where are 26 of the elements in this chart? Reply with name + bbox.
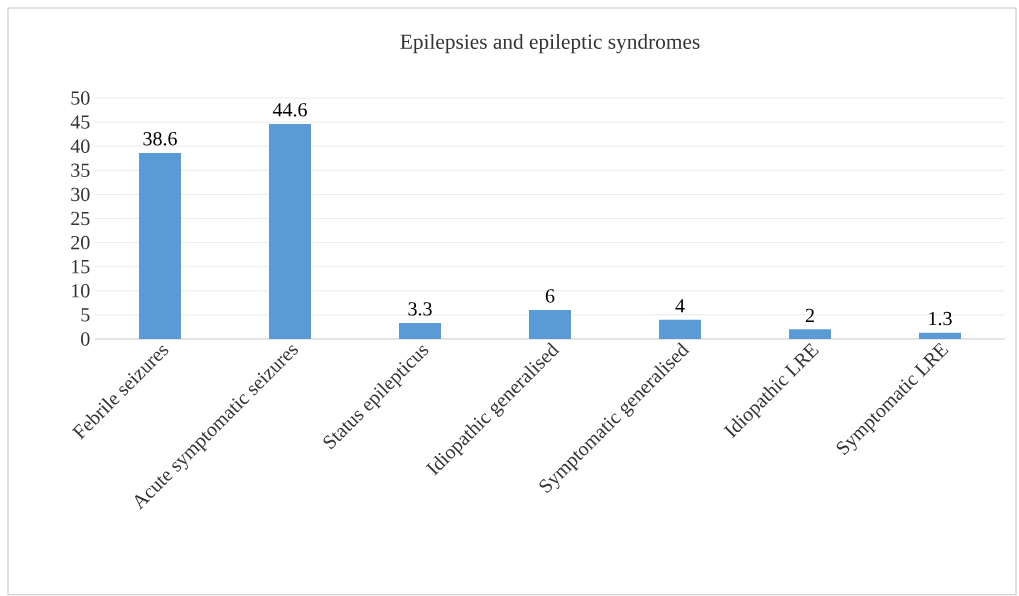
data-label: 44.6 <box>272 103 307 117</box>
y-tick-label: 15 <box>72 260 90 274</box>
bar <box>269 124 311 339</box>
y-tick-label: 30 <box>71 187 90 202</box>
y-tick-label: 25 <box>71 211 90 226</box>
y-tick-label: 45 <box>70 115 90 129</box>
bar <box>529 310 572 339</box>
y-tick-label: 5 <box>81 308 90 322</box>
y-tick-label: 0 <box>81 332 90 346</box>
data-label: 2 <box>805 308 814 322</box>
bar <box>139 152 181 339</box>
bar <box>789 329 831 339</box>
y-tick-label: 20 <box>71 235 90 250</box>
y-tick-label: 40 <box>70 139 90 153</box>
bar <box>659 319 702 339</box>
data-label: 1.3 <box>929 311 952 326</box>
chart-title: Epilepsies and epileptic syndromes <box>400 33 700 54</box>
bar <box>399 323 441 339</box>
data-label: 6 <box>545 289 555 303</box>
y-tick-label: 10 <box>72 284 90 298</box>
y-tick-label: 50 <box>71 91 90 105</box>
data-label: 3.3 <box>408 302 432 316</box>
y-tick-label: 35 <box>71 163 90 178</box>
data-label: 38.6 <box>143 131 177 146</box>
bar <box>919 332 961 339</box>
data-label: 4 <box>675 299 685 313</box>
